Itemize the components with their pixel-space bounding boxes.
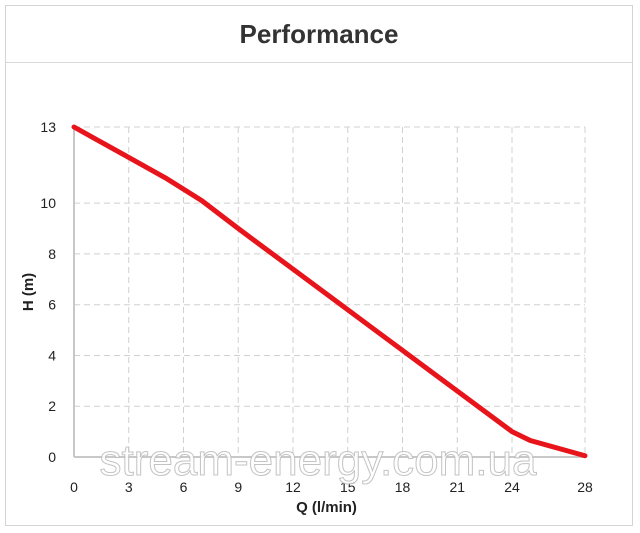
x-tick-label: 6: [180, 479, 188, 495]
x-tick-label: 24: [504, 479, 520, 495]
y-tick-label: 4: [48, 347, 56, 363]
y-tick-label: 0: [48, 449, 56, 465]
y-tick-label: 13: [40, 119, 56, 135]
x-tick-label: 0: [70, 479, 78, 495]
x-tick-label: 21: [449, 479, 465, 495]
y-tick-label: 2: [48, 398, 56, 414]
y-tick-label: 6: [48, 297, 56, 313]
x-tick-label: 15: [340, 479, 356, 495]
chart-frame: Performance: [5, 5, 633, 526]
performance-curve: [71, 124, 588, 459]
x-axis-label: Q (l/min): [296, 499, 357, 516]
x-tick-label: 12: [285, 479, 301, 495]
x-tick-label: 28: [577, 479, 593, 495]
chart-title: Performance: [239, 18, 399, 49]
x-tick-label: 9: [234, 479, 242, 495]
y-axis-label: H (m): [20, 273, 37, 311]
x-tick-label: 3: [125, 479, 133, 495]
x-tick-label: 18: [395, 479, 411, 495]
y-tick-label: 10: [40, 195, 56, 211]
title-bar: Performance: [6, 6, 632, 63]
y-tick-label: 8: [48, 246, 56, 262]
watermark-text: stream-energy.com.ua: [100, 436, 537, 485]
